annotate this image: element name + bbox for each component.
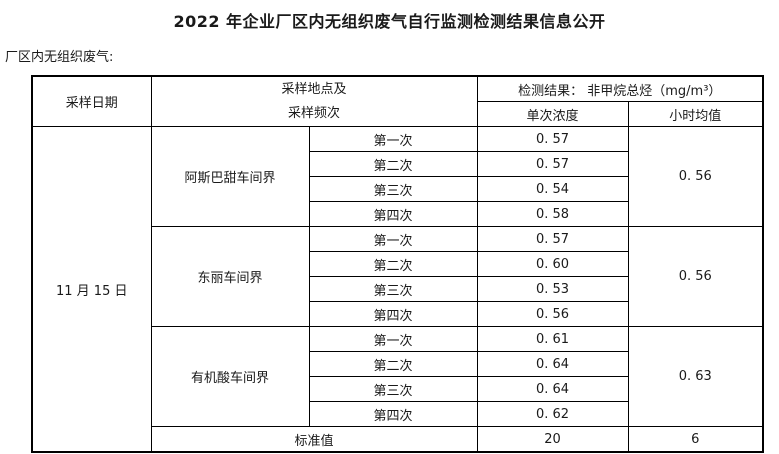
reading-label-cell: 第一次 xyxy=(308,326,478,352)
standard-hourly-value-cell: 6 xyxy=(627,426,764,453)
monitoring-results-table: 采样日期 采样地点及 采样频次 检测结果： 非甲烷总烃（mg/m³） 单次浓度 … xyxy=(31,75,765,453)
location-cell-group3: 有机酸车间界 xyxy=(150,326,310,427)
sample-date-cell: 11 月 15 日 xyxy=(31,126,152,453)
reading-value-cell: 0. 64 xyxy=(476,351,629,377)
hourly-avg-cell-group2: 0. 56 xyxy=(627,226,764,327)
reading-value-cell: 0. 58 xyxy=(476,201,629,227)
standard-single-value-cell: 20 xyxy=(476,426,629,453)
table-row: 11 月 15 日 阿斯巴甜车间界 第一次 0. 57 0. 56 xyxy=(31,126,764,453)
header-location-line2: 采样频次 xyxy=(288,105,341,121)
reading-value-cell: 0. 64 xyxy=(476,376,629,402)
reading-label-cell: 第四次 xyxy=(308,401,478,427)
standard-value-row: 标准值 20 6 xyxy=(32,426,764,453)
header-cell-result: 检测结果： 非甲烷总烃（mg/m³） xyxy=(476,75,764,102)
reading-label-cell: 第四次 xyxy=(308,301,478,327)
location-cell-group1: 阿斯巴甜车间界 xyxy=(150,126,310,227)
table-header-row-1: 采样日期 采样地点及 采样频次 检测结果： 非甲烷总烃（mg/m³） xyxy=(31,75,764,127)
location-cell-group2: 东丽车间界 xyxy=(150,226,310,327)
table-row: 第四次 0. 58 xyxy=(32,201,763,227)
header-cell-single-concentration: 单次浓度 xyxy=(476,101,629,127)
standard-label-cell: 标准值 xyxy=(150,426,478,453)
reading-value-cell: 0. 60 xyxy=(476,251,629,277)
reading-value-cell: 0. 53 xyxy=(476,276,629,302)
reading-value-cell: 0. 62 xyxy=(476,401,629,427)
header-cell-hourly-average: 小时均值 xyxy=(627,101,764,127)
reading-value-cell: 0. 54 xyxy=(476,176,629,202)
header-cell-location-frequency: 采样地点及 采样频次 xyxy=(150,75,478,127)
table-row: 有机酸车间界 第一次 0. 61 0. 63 xyxy=(32,326,764,427)
hourly-avg-cell-group1: 0. 56 xyxy=(627,126,764,227)
table-row: 第二次 0. 60 xyxy=(32,251,763,277)
reading-label-cell: 第二次 xyxy=(308,151,478,177)
reading-label-cell: 第三次 xyxy=(308,276,478,302)
header-cell-sample-date: 采样日期 xyxy=(31,75,152,127)
section-label: 厂区内无组织废气: xyxy=(5,50,114,65)
reading-label-cell: 第三次 xyxy=(308,376,478,402)
reading-label-cell: 第一次 xyxy=(308,226,478,252)
table-row: 第二次 0. 57 xyxy=(32,151,763,177)
reading-value-cell: 0. 57 xyxy=(476,226,629,252)
table-row: 第二次 0. 64 xyxy=(32,351,763,377)
reading-label-cell: 第三次 xyxy=(308,176,478,202)
reading-label-cell: 第一次 xyxy=(308,126,478,152)
table-row: 第四次 0. 56 xyxy=(32,301,763,327)
table-row: 第三次 0. 54 xyxy=(32,176,763,202)
reading-value-cell: 0. 57 xyxy=(476,126,629,152)
hourly-avg-cell-group3: 0. 63 xyxy=(627,326,764,427)
table-row: 东丽车间界 第一次 0. 57 0. 56 xyxy=(32,226,764,327)
table-header-row-2: 单次浓度 小时均值 xyxy=(32,101,764,127)
reading-label-cell: 第二次 xyxy=(308,251,478,277)
reading-label-cell: 第四次 xyxy=(308,201,478,227)
table-row: 第四次 0. 62 xyxy=(32,401,763,427)
page-title: 2022 年企业厂区内无组织废气自行监测检测结果信息公开 xyxy=(173,12,606,31)
reading-value-cell: 0. 56 xyxy=(476,301,629,327)
table-row: 第三次 0. 64 xyxy=(32,376,763,402)
header-location-line1: 采样地点及 xyxy=(281,81,347,97)
reading-value-cell: 0. 61 xyxy=(476,326,629,352)
reading-value-cell: 0. 57 xyxy=(476,151,629,177)
table-row: 第三次 0. 53 xyxy=(32,276,763,302)
reading-label-cell: 第二次 xyxy=(308,351,478,377)
